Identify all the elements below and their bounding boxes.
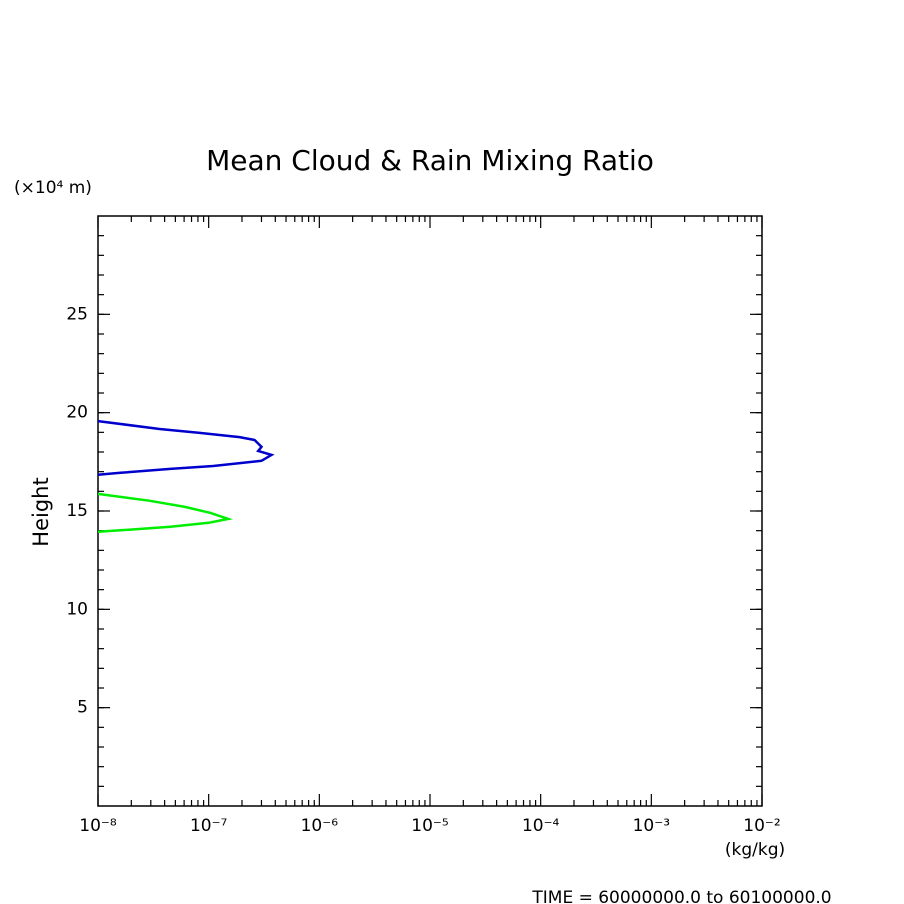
x-tick-label: 10⁻⁵ [411, 816, 448, 836]
x-tick-label: 10⁻² [743, 816, 780, 836]
x-tick-label: 10⁻⁸ [79, 816, 117, 836]
x-tick-label: 10⁻⁶ [301, 816, 339, 836]
profile-line [97, 419, 275, 477]
y-tick-label: 20 [66, 403, 88, 423]
y-tick-label: 10 [66, 599, 88, 619]
chart-title: Mean Cloud & Rain Mixing Ratio [206, 144, 654, 177]
y-tick-label: 15 [66, 501, 88, 521]
profile-line [97, 492, 234, 533]
y-axis-label: Height [29, 477, 53, 546]
y-unit: (×10⁴ m) [14, 178, 92, 198]
x-tick-label: 10⁻⁷ [190, 816, 228, 836]
x-tick-label: 10⁻³ [633, 816, 670, 836]
x-tick-label: 10⁻⁴ [522, 816, 560, 836]
x-unit: (kg/kg) [725, 840, 785, 860]
y-tick-label: 5 [77, 698, 88, 718]
y-tick-label: 25 [66, 304, 88, 324]
footer: TIME = 60000000.0 to 60100000.0 [531, 888, 831, 904]
